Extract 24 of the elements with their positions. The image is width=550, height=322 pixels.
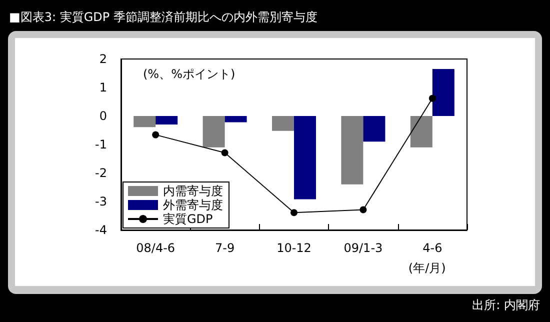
point [290,209,298,216]
chart-title: ■図表3: 実質GDP 季節調整済前期比への内外需別寄与度 [9,10,318,24]
y-tick-label: 0 [99,109,107,123]
y-tick-label: -3 [95,194,107,208]
x-tick-label: 08/4-6 [136,241,176,255]
point [360,206,367,214]
y-tick-label: -1 [95,138,107,152]
x-tick-label: 10-12 [276,241,312,255]
y-tick-label: 1 [99,80,107,94]
point [428,94,436,102]
y-tick-label: 2 [99,52,107,66]
legend-label: 実質GDP [163,212,213,226]
legend-label: 外需寄与度 [163,198,223,212]
text: (年/月) [408,261,446,275]
y-tick-label: -2 [95,166,107,180]
point [221,149,228,156]
x-tick-label: 09/1-3 [344,241,383,255]
annotation: (%、%ポイント) [143,67,236,81]
x-tick-label: 7-9 [214,241,235,255]
x-tick-label: 4-6 [422,241,442,255]
text: 出所: 内閣府 [472,298,540,312]
point [152,131,160,138]
legend-label: 内需寄与度 [163,184,223,198]
y-tick-label: -4 [95,223,107,237]
